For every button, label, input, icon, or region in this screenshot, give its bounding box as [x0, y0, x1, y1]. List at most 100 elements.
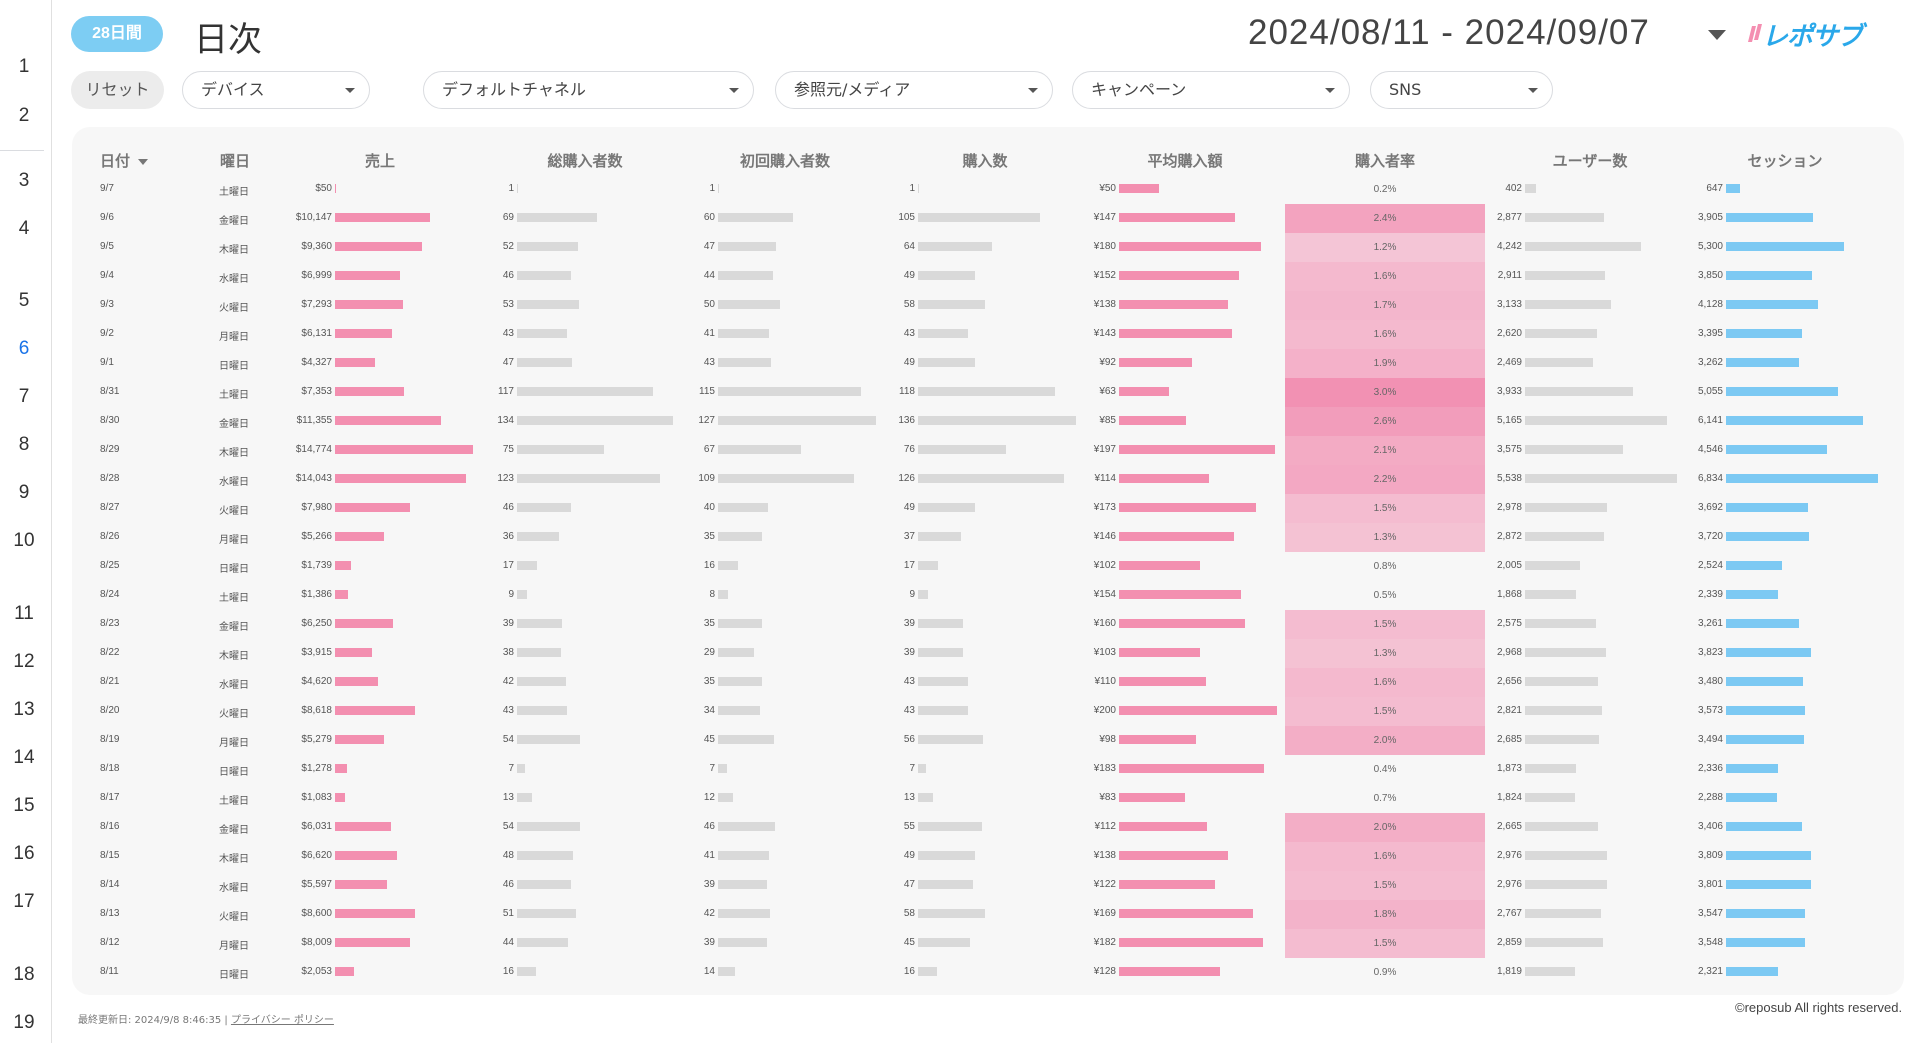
avg-order-value: ¥152: [1093, 270, 1116, 281]
row-number[interactable]: 7: [18, 386, 30, 407]
avg-order-value: ¥138: [1093, 850, 1116, 861]
total-buyers-value: 17: [502, 560, 514, 571]
purchases-bar: [918, 271, 975, 280]
row-number[interactable]: 1: [18, 56, 30, 77]
row-number[interactable]: 18: [13, 964, 35, 985]
users-bar: [1525, 677, 1598, 686]
row-number[interactable]: 14: [13, 747, 35, 768]
sessions-bar: [1726, 735, 1804, 744]
column-header-avg-order[interactable]: 平均購入額: [1147, 152, 1223, 170]
avg-order-value: ¥160: [1093, 618, 1116, 629]
users-bar: [1525, 503, 1607, 512]
row-number[interactable]: 3: [18, 170, 30, 191]
first-buyers-value: 35: [703, 676, 715, 687]
row-number[interactable]: 5: [18, 290, 30, 311]
date-range-picker[interactable]: 2024/08/11 - 2024/09/07: [1248, 13, 1650, 52]
column-header-first-buyers[interactable]: 初回購入者数: [739, 152, 830, 170]
first-buyers-bar: [718, 445, 801, 454]
avg-order-bar: [1119, 358, 1192, 367]
sales-bar: [335, 764, 347, 773]
period-badge[interactable]: 28日間: [71, 16, 163, 52]
sales-value: $7,293: [301, 299, 332, 310]
row-number[interactable]: 13: [13, 699, 35, 720]
column-header-weekday[interactable]: 曜日: [219, 152, 250, 170]
column-header-total-buyers[interactable]: 総購入者数: [547, 152, 623, 170]
row-number[interactable]: 4: [18, 218, 30, 239]
row-number[interactable]: 10: [13, 530, 35, 551]
avg-order-value: ¥154: [1093, 589, 1116, 600]
purchases-bar: [918, 590, 928, 599]
weekday-cell: 金曜日: [219, 419, 249, 430]
column-header-sessions[interactable]: セッション: [1747, 152, 1823, 170]
weekday-cell: 水曜日: [219, 680, 249, 691]
purchases-value: 39: [903, 618, 915, 629]
row-number[interactable]: 12: [13, 651, 35, 672]
first-buyers-bar: [718, 677, 762, 686]
users-value: 2,665: [1496, 821, 1522, 832]
total-buyers-bar: [517, 822, 580, 831]
row-number[interactable]: 16: [13, 843, 35, 864]
row-number[interactable]: 11: [14, 603, 34, 624]
row-number[interactable]: 2: [18, 105, 30, 126]
reset-button[interactable]: リセット: [71, 71, 164, 109]
sessions-bar: [1726, 329, 1802, 338]
users-bar: [1525, 561, 1580, 570]
first-buyers-value: 40: [703, 502, 715, 513]
purchase-rate-cell: 2.0%: [1285, 726, 1485, 755]
date-range-dropdown-icon[interactable]: [1708, 30, 1726, 40]
column-header-date-label: 日付: [100, 152, 131, 170]
sales-bar: [335, 648, 372, 657]
sales-value: $5,266: [301, 531, 332, 542]
row-number[interactable]: 9: [18, 482, 30, 503]
first-buyers-bar: [718, 242, 776, 251]
source-medium-filter-label: 参照元/メディア: [794, 80, 911, 99]
row-number[interactable]: 17: [13, 891, 35, 912]
avg-order-bar: [1119, 706, 1277, 715]
total-buyers-value: 51: [502, 908, 514, 919]
avg-order-bar: [1119, 329, 1232, 338]
first-buyers-bar: [718, 706, 760, 715]
date-cell: 8/26: [100, 531, 120, 542]
default-channel-filter[interactable]: デフォルトチャネル: [423, 71, 754, 109]
purchases-value: 136: [898, 415, 915, 426]
column-header-purchases[interactable]: 購入数: [962, 152, 1008, 170]
purchase-rate-cell: 1.5%: [1285, 610, 1485, 639]
campaign-filter[interactable]: キャンペーン: [1072, 71, 1350, 109]
sales-value: $1,278: [301, 763, 332, 774]
sales-value: $6,250: [301, 618, 332, 629]
default-channel-filter-label: デフォルトチャネル: [442, 80, 586, 99]
sessions-bar: [1726, 967, 1778, 976]
users-value: 5,538: [1496, 473, 1522, 484]
column-header-users[interactable]: ユーザー数: [1552, 152, 1628, 170]
row-number[interactable]: 6: [0, 329, 48, 369]
column-header-sales[interactable]: 売上: [364, 152, 395, 170]
sns-filter[interactable]: SNS: [1370, 71, 1553, 109]
purchase-rate-cell: 0.9%: [1373, 967, 1397, 978]
sessions-value: 3,801: [1697, 879, 1723, 890]
logo: レポサブ: [1762, 22, 1863, 52]
sales-bar: [335, 851, 397, 860]
date-cell: 8/23: [100, 618, 120, 629]
sessions-bar: [1726, 474, 1878, 483]
column-header-purchase-rate[interactable]: 購入者率: [1354, 152, 1415, 170]
weekday-cell: 木曜日: [219, 448, 249, 459]
sort-desc-icon[interactable]: [138, 158, 149, 165]
sales-value: $8,009: [301, 937, 332, 948]
device-filter[interactable]: デバイス: [182, 71, 370, 109]
row-number[interactable]: 15: [13, 795, 35, 816]
row-number[interactable]: 8: [18, 434, 30, 455]
total-buyers-bar: [517, 851, 573, 860]
sessions-bar: [1726, 909, 1805, 918]
first-buyers-bar: [718, 822, 775, 831]
source-medium-filter[interactable]: 参照元/メディア: [775, 71, 1053, 109]
privacy-policy-link[interactable]: プライバシー ポリシー: [230, 1015, 334, 1026]
purchases-value: 43: [903, 676, 915, 687]
row-number[interactable]: 19: [13, 1012, 35, 1033]
total-buyers-value: 54: [502, 734, 514, 745]
column-header-date[interactable]: 日付: [100, 150, 149, 171]
first-buyers-value: 39: [703, 879, 715, 890]
avg-order-bar: [1119, 387, 1169, 396]
purchase-rate-cell: 0.8%: [1373, 561, 1397, 572]
total-buyers-bar: [517, 300, 579, 309]
users-bar: [1525, 648, 1606, 657]
